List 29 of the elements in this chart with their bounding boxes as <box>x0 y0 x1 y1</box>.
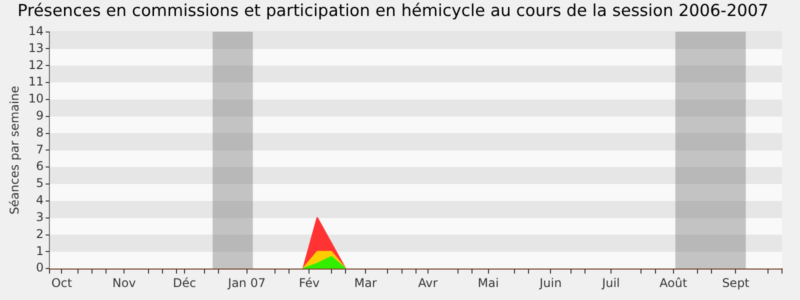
x-tick-label: Juin <box>538 276 562 290</box>
y-tick-label: 11 <box>28 74 44 89</box>
y-tick-label: 7 <box>36 142 44 156</box>
y-tick-label: 8 <box>36 125 44 140</box>
y-axis-title: Séances par semaine <box>7 86 22 215</box>
y-tick-label: 0 <box>36 260 44 275</box>
x-tick-label: Nov <box>112 276 136 290</box>
y-tick-label: 14 <box>28 24 44 38</box>
x-tick-label: Juil <box>601 276 620 290</box>
y-tick-label: 1 <box>36 244 44 258</box>
y-tick-label: 3 <box>36 210 44 224</box>
y-tick-label: 12 <box>28 58 44 72</box>
x-tick-label: Mai <box>478 276 499 290</box>
y-tick-label: 5 <box>36 176 44 190</box>
x-tick-label: Fév <box>298 276 320 290</box>
y-tick-label: 13 <box>28 40 44 55</box>
x-tick-label: Août <box>660 276 688 290</box>
x-tick-label: Avr <box>418 276 438 290</box>
y-tick-label: 9 <box>36 108 44 122</box>
y-tick-label: 4 <box>36 193 44 208</box>
x-tick-label: Déc <box>172 276 196 290</box>
x-tick-label: Jan 07 <box>227 276 266 290</box>
x-tick-label: Oct <box>51 276 72 290</box>
y-tick-label: 6 <box>36 159 44 174</box>
y-tick-label: 2 <box>36 226 44 241</box>
x-tick-label: Sept <box>722 276 750 290</box>
chart-title: Présences en commissions et participation en hémicycle au cours de la session 2006-2007 <box>18 1 768 20</box>
y-tick-label: 10 <box>28 92 44 106</box>
x-tick-label: Mar <box>354 276 377 290</box>
